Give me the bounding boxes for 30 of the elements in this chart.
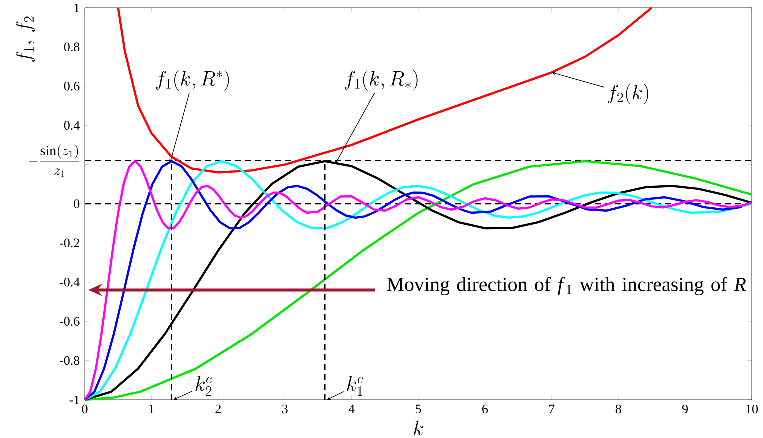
x-tick-label: 10 — [746, 404, 758, 414]
annotation: $f_1(k,R_*)$ — [344, 70, 418, 91]
y-tick-label: 0 — [74, 200, 80, 208]
annotation: $f_1(k,R^*)$ — [156, 70, 230, 91]
y-tick-label: -0.4 — [60, 278, 80, 287]
annotation: Moving direction of f$_{1}$ with increasing of R — [387, 277, 746, 296]
x-tick-label: 9 — [682, 404, 688, 414]
annotation: $k_2^c$ — [196, 376, 212, 396]
y-tick-label: 0.4 — [64, 121, 80, 130]
y-tick-label: 0.8 — [64, 42, 80, 52]
x-tick-label: 8 — [616, 404, 622, 414]
x-tick-label: 6 — [482, 404, 488, 414]
x-tick-label: 4 — [348, 404, 355, 414]
y-tick-label: -0.2 — [60, 238, 80, 248]
x-tick-label: 1 — [150, 404, 154, 414]
y-tick-label: -1 — [70, 396, 80, 404]
y-tick-label: 1 — [74, 4, 80, 12]
y-tick-label: -0.8 — [60, 356, 80, 366]
annotation: $k_1^c$ — [347, 376, 364, 396]
x-axis-title: $k$ — [414, 420, 424, 436]
x-tick-label: 0 — [82, 404, 88, 414]
x-tick-label: 3 — [282, 404, 288, 414]
x-tick-label: 2 — [216, 404, 221, 414]
annotation: $f_2(k)$ — [608, 84, 648, 105]
x-tick-label: 5 — [416, 404, 422, 414]
ref-line-label: $-\frac{\sin(z_1)}{z_1}$ — [29, 144, 80, 178]
x-tick-label: 7 — [550, 404, 555, 414]
y-tick-label: 0.6 — [64, 82, 80, 91]
y-tick-label: -0.6 — [60, 317, 80, 326]
y-axis-title: $f_1,\, f_2$ — [16, 16, 35, 62]
